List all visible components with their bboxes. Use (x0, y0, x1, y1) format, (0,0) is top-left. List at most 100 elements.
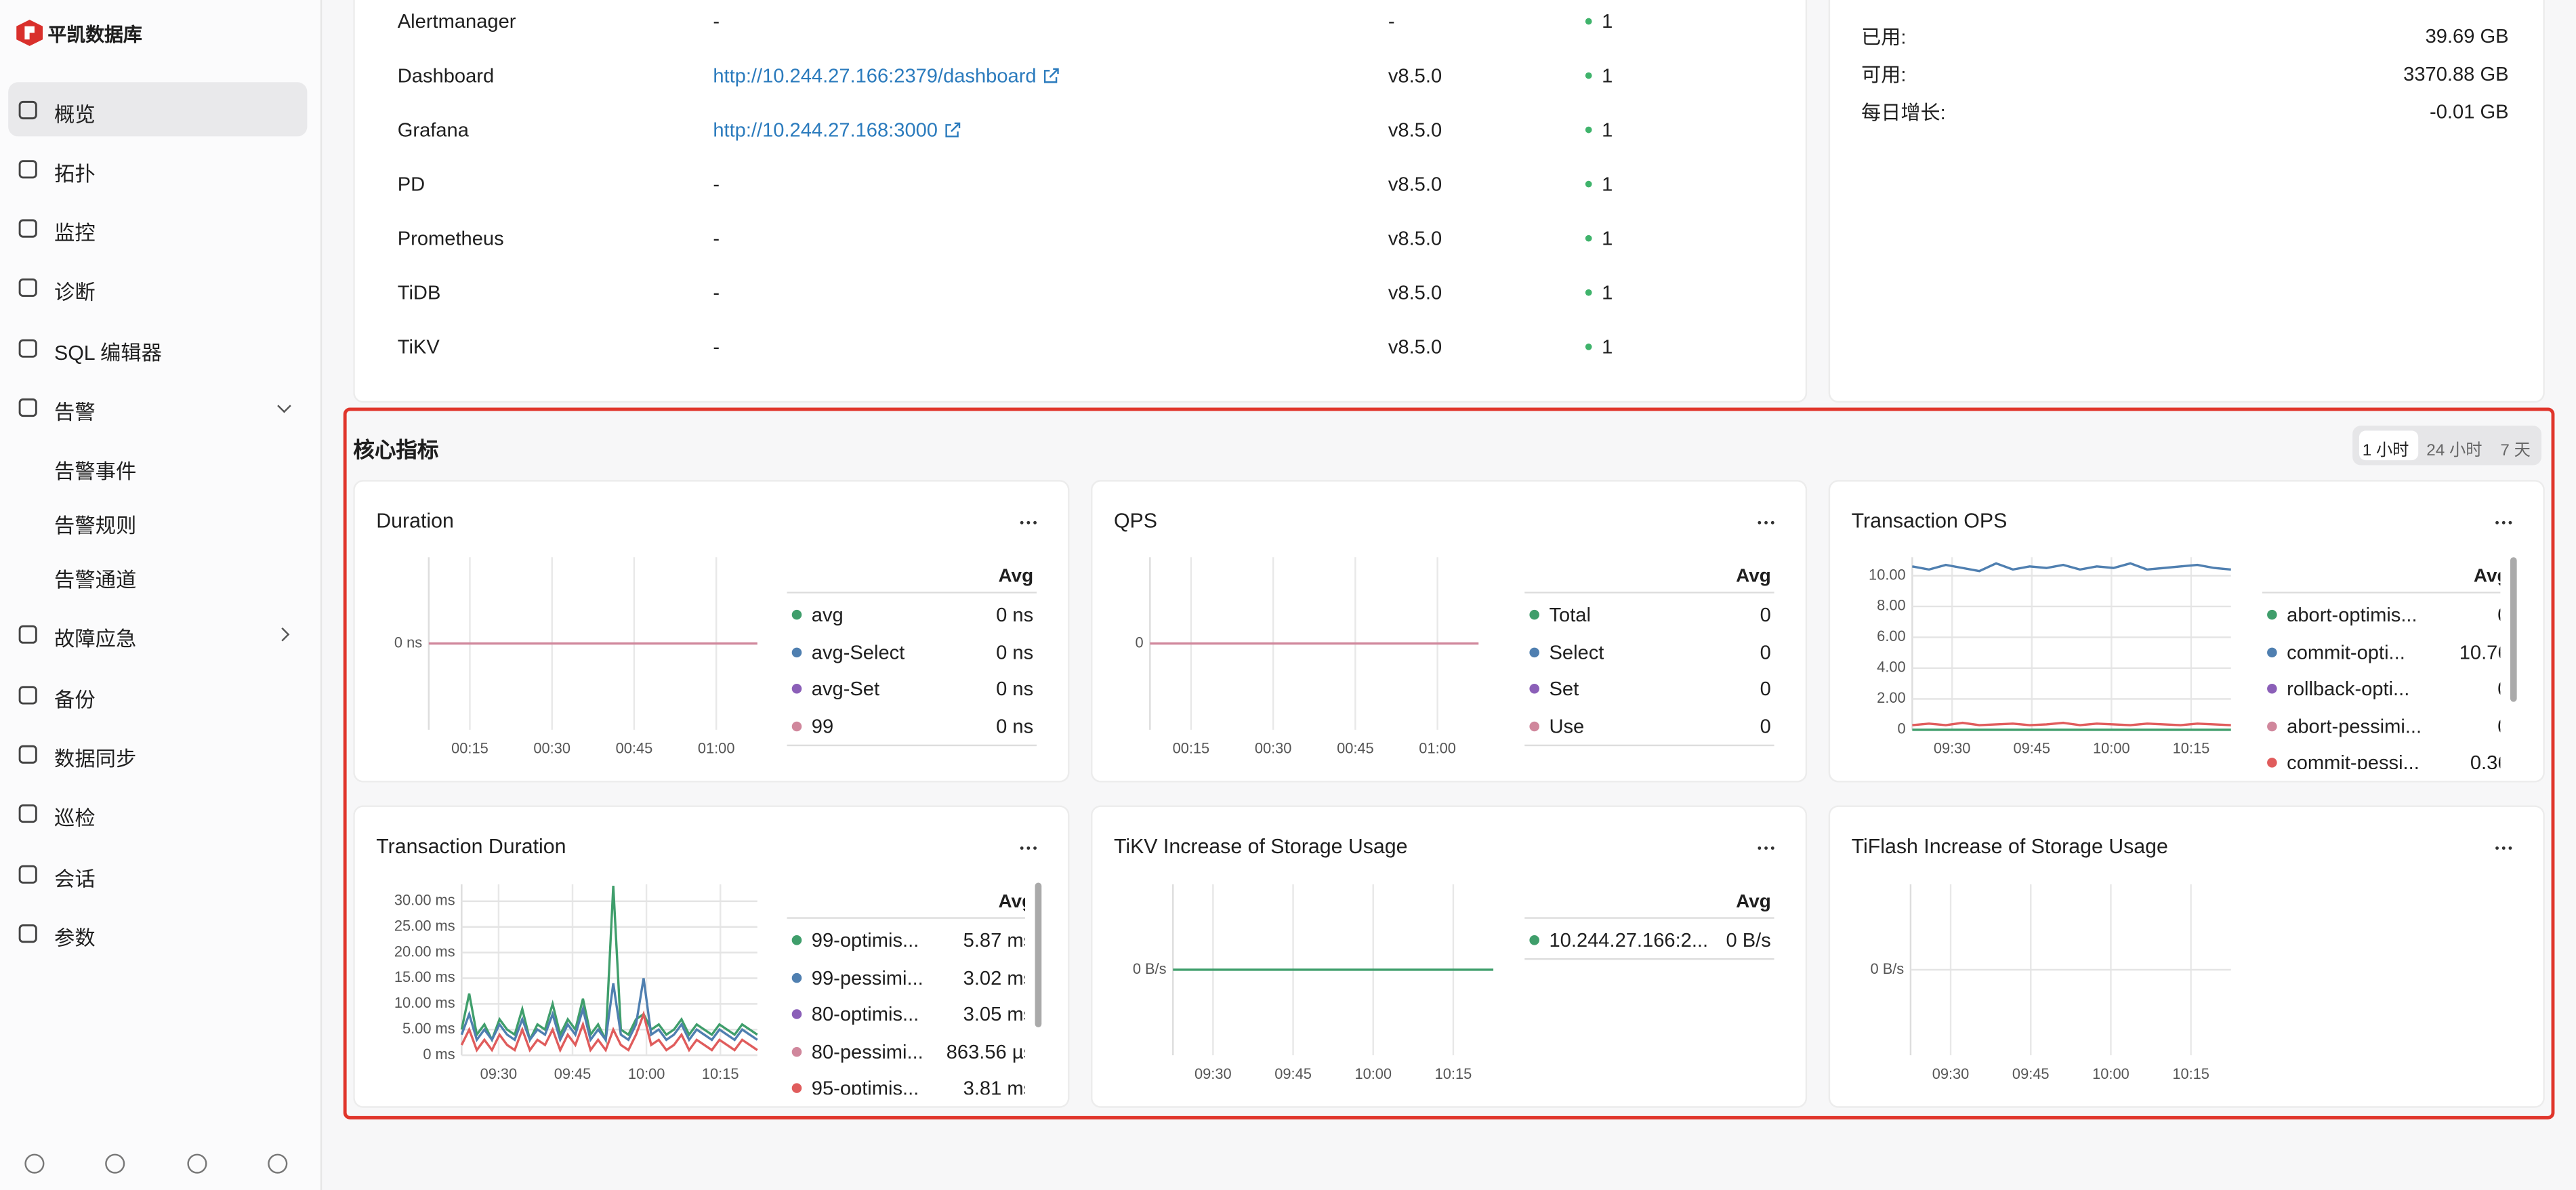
more-dot[interactable] (1770, 520, 1774, 525)
menu-item[interactable]: 参数 (54, 926, 96, 950)
legend-name[interactable]: abort-pessimi... (2287, 714, 2422, 737)
series-line (460, 1010, 758, 1053)
menu-item[interactable]: 概览 (54, 103, 96, 127)
more-dot[interactable] (1764, 520, 1768, 525)
legend-name[interactable]: avg (811, 603, 844, 627)
more-dot[interactable] (1020, 846, 1024, 850)
x-tick-label: 09:45 (2012, 1065, 2050, 1082)
metric-panel: Transaction Duration 09:30 09:45 10:00 10:15… (353, 805, 1070, 1108)
legend-name[interactable]: rollback-opti... (2287, 677, 2410, 701)
menu-item[interactable]: 监控 (54, 222, 96, 245)
footer-icon[interactable] (187, 1153, 207, 1174)
legend-header: Avg (1736, 567, 1771, 587)
chevron-right (275, 627, 290, 642)
more-dot[interactable] (2495, 846, 2499, 850)
components-card (353, 0, 1808, 403)
y-tick-label: 10.00 ms (394, 994, 455, 1011)
chart: 09:30 09:45 10:00 10:15 0 B/s (1871, 884, 2231, 1082)
legend-header: Avg (1736, 892, 1771, 913)
cell: TiKV (397, 335, 440, 358)
menu-item[interactable]: 会话 (54, 867, 96, 891)
more-dot[interactable] (1026, 846, 1031, 850)
footer-icon[interactable] (268, 1153, 288, 1174)
x-tick-label: 00:30 (1255, 740, 1292, 757)
legend-name[interactable]: 99-optimis... (811, 928, 919, 952)
range-option[interactable]: 7 天 (2500, 442, 2531, 461)
menu-active-bg (8, 82, 308, 137)
y-tick-label: 0 B/s (1871, 960, 1905, 977)
legend-name[interactable]: commit-pessi... (2287, 751, 2419, 770)
legend-value: 0 (1760, 714, 1771, 737)
range-option[interactable]: 1 小时 (2362, 442, 2409, 461)
more-dot[interactable] (1033, 846, 1037, 850)
legend-name[interactable]: 99-pessimi... (811, 965, 923, 989)
external-icon (1043, 68, 1059, 83)
legend-value: 5.87 ms (963, 928, 1025, 952)
legend-value: 0 (2497, 677, 2500, 700)
menu-icon (18, 339, 37, 358)
sidebar: 平凯数据库 概览 拓扑 监控 诊断 SQL 编辑器 告警 告警事件 告警规则 告警通道 故障应急 备份… (0, 0, 323, 1190)
more-dot[interactable] (1758, 520, 1762, 525)
menu-item[interactable]: 巡检 (54, 806, 96, 830)
menu-item[interactable]: SQL 编辑器 (54, 342, 162, 365)
series-line (1912, 721, 2231, 726)
legend-name[interactable]: 80-pessimi... (811, 1040, 923, 1063)
y-tick-label: 0 ns (394, 634, 422, 651)
legend-name[interactable]: avg-Select (811, 640, 905, 663)
legend-name[interactable]: 95-optimis... (811, 1076, 919, 1095)
legend-name[interactable]: commit-opti... (2287, 640, 2405, 663)
more-dot[interactable] (1770, 846, 1774, 850)
submenu-item[interactable]: 告警通道 (54, 569, 137, 592)
menu-item[interactable]: 诊断 (54, 281, 96, 304)
more-dot[interactable] (2501, 520, 2506, 525)
x-tick-label: 10:00 (628, 1065, 665, 1082)
legend-name[interactable]: 10.244.27.166:2... (1549, 928, 1709, 952)
y-tick-label: 15.00 ms (394, 968, 455, 985)
menu-icon (18, 278, 37, 298)
x-tick-label: 01:00 (698, 740, 735, 757)
storage-label: 每日增长: (1861, 101, 1946, 125)
x-tick-label: 00:30 (533, 740, 570, 757)
link[interactable]: http://10.244.27.168:3000 (713, 119, 961, 142)
legend-name[interactable]: Use (1549, 714, 1585, 737)
more-dot[interactable] (1026, 520, 1031, 525)
footer-icon[interactable] (105, 1153, 125, 1174)
more-dot[interactable] (1020, 520, 1024, 525)
status-dot (1585, 126, 1592, 134)
menu-item[interactable]: 拓扑 (54, 163, 96, 186)
status-dot (1585, 180, 1592, 188)
legend-name[interactable]: Select (1549, 640, 1604, 663)
storage-value: 39.69 GB (2425, 24, 2509, 48)
menu-item[interactable]: 告警 (54, 401, 96, 424)
footer-icon[interactable] (24, 1153, 45, 1174)
more-dot[interactable] (2508, 846, 2512, 850)
more-dot[interactable] (1764, 846, 1768, 850)
legend-name[interactable]: 99 (811, 714, 834, 737)
legend-name[interactable]: Total (1549, 603, 1591, 627)
menu-item[interactable]: 故障应急 (54, 628, 137, 651)
legend-header: Avg (998, 567, 1034, 587)
status-dot (1585, 18, 1592, 25)
menu-item[interactable]: 备份 (54, 689, 96, 712)
legend-name[interactable]: Set (1549, 677, 1579, 701)
legend-name[interactable]: avg-Set (811, 677, 880, 701)
more-dot[interactable] (1033, 520, 1037, 525)
metric-panel: TiKV Increase of Storage Usage 09:30 09:45… (1091, 805, 1808, 1108)
legend-name[interactable]: 80-optimis... (811, 1002, 919, 1026)
more-dot[interactable] (2508, 520, 2512, 525)
link[interactable]: http://10.244.27.166:2379/dashboard (713, 64, 1059, 87)
range-switch: 1 小时 24 小时 7 天 (2352, 426, 2542, 466)
menu-item[interactable]: 数据同步 (54, 747, 137, 771)
submenu-item[interactable]: 告警规则 (54, 514, 137, 538)
legend-value: 0 ns (996, 677, 1034, 701)
cell: v8.5.0 (1388, 335, 1442, 358)
storage-value: -0.01 GB (2430, 100, 2509, 123)
more-dot[interactable] (2495, 520, 2499, 525)
range-option[interactable]: 24 小时 (2426, 442, 2482, 461)
more-dot[interactable] (1758, 846, 1762, 850)
storage-label: 可用: (1861, 63, 1907, 87)
legend-name[interactable]: abort-optimis... (2287, 603, 2417, 627)
submenu-item[interactable]: 告警事件 (54, 460, 137, 484)
more-dot[interactable] (2501, 846, 2506, 850)
legend-dot (2267, 609, 2277, 620)
